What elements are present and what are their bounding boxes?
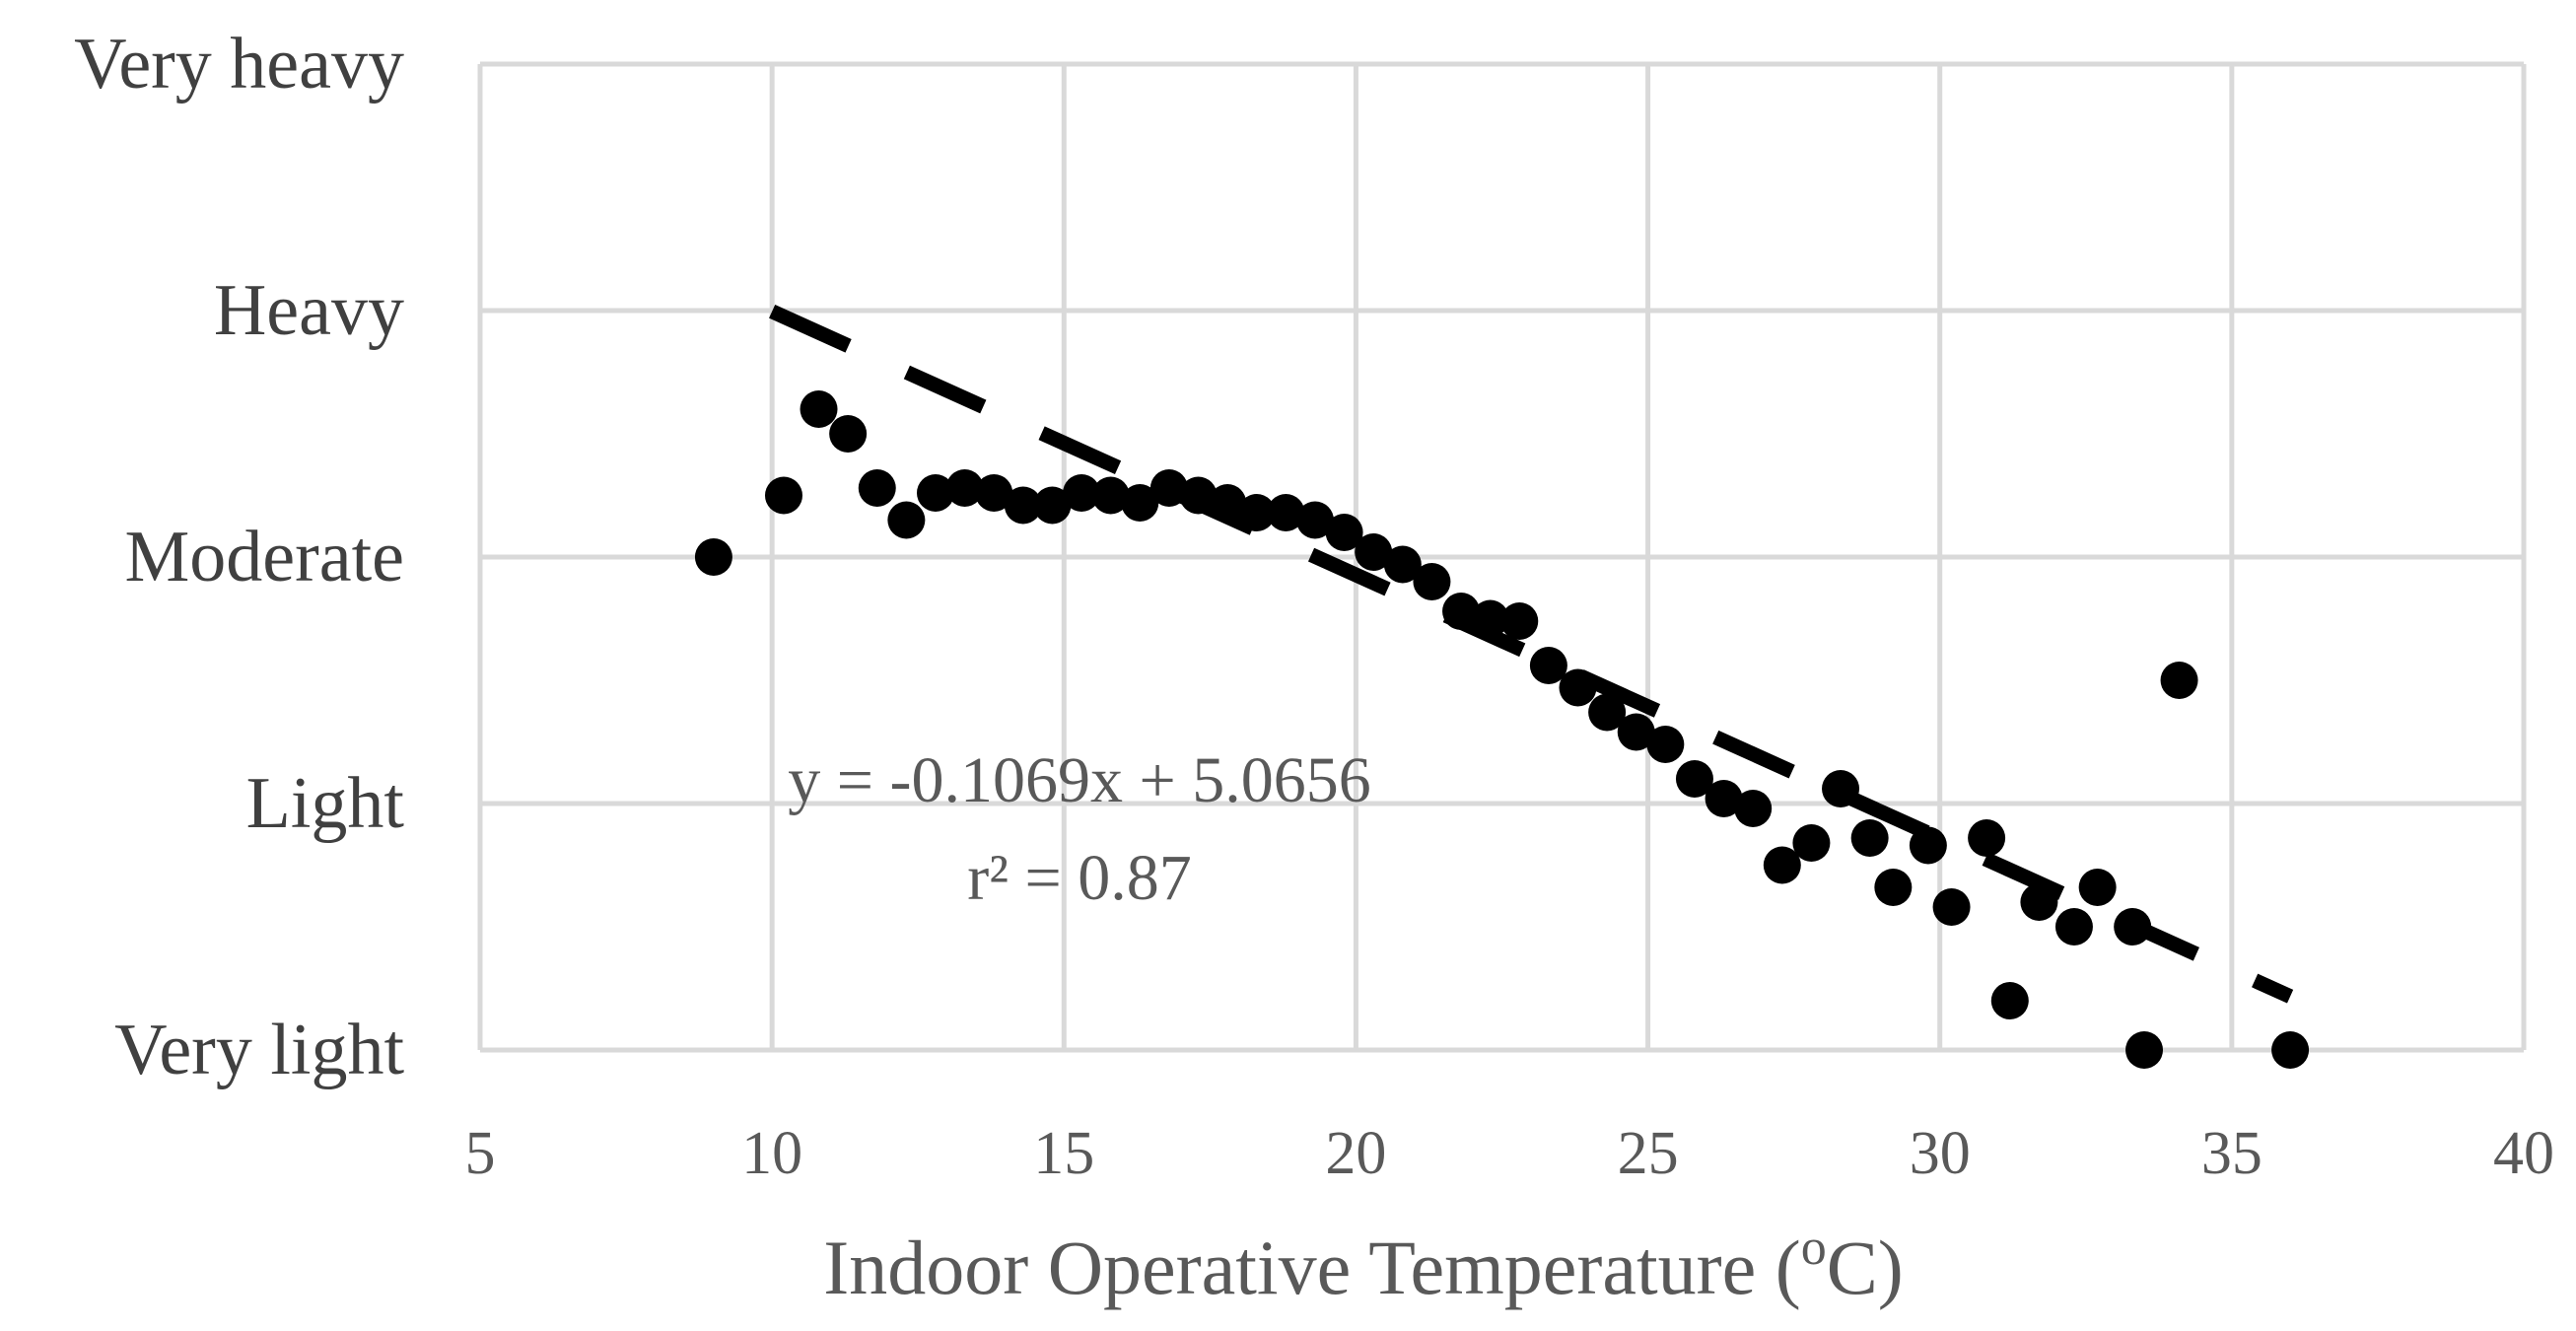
x-tick-5: 5 (465, 1120, 496, 1187)
data-point-28 (1529, 647, 1567, 684)
data-point-10 (1004, 486, 1042, 525)
x-tick-35: 35 (2201, 1120, 2263, 1187)
x-axis-title: Indoor Operative Temperature (oC) (823, 1220, 1904, 1310)
data-point-40 (1874, 869, 1913, 906)
y-label-moderate: Moderate (124, 517, 404, 597)
data-point-27 (1500, 602, 1539, 640)
data-point-35 (1734, 790, 1773, 827)
data-point-13 (1091, 476, 1130, 515)
data-point-30 (1588, 693, 1627, 732)
data-point-8 (945, 469, 984, 507)
x-tick-30: 30 (1910, 1120, 1971, 1187)
data-point-15 (1149, 469, 1188, 507)
y-label-very-heavy: Very heavy (74, 24, 404, 105)
data-point-1 (694, 538, 732, 576)
data-point-24 (1413, 563, 1451, 600)
data-point-22 (1355, 533, 1393, 571)
data-point-20 (1295, 501, 1334, 539)
x-axis-tick-labels: 5 10 15 20 25 30 35 40 (465, 1120, 2555, 1187)
data-point-16 (1179, 476, 1218, 515)
data-point-4 (829, 415, 868, 453)
data-point-38 (1822, 770, 1860, 807)
data-point-3 (800, 390, 838, 428)
x-axis-title-end: C) (1827, 1225, 1904, 1310)
x-tick-15: 15 (1033, 1120, 1094, 1187)
data-point-34 (1705, 780, 1743, 817)
data-points (694, 390, 2310, 1069)
data-point-11 (1033, 486, 1072, 525)
data-point-25 (1442, 593, 1481, 630)
data-point-12 (1063, 474, 1101, 512)
data-point-6 (887, 501, 926, 539)
data-point-42 (1932, 888, 1971, 926)
data-point-45 (2020, 883, 2058, 921)
data-point-31 (1617, 713, 1655, 751)
data-point-49 (2125, 1031, 2164, 1069)
data-point-44 (1990, 982, 2029, 1019)
data-point-51 (2271, 1031, 2310, 1069)
data-point-14 (1121, 484, 1159, 522)
data-point-48 (2114, 908, 2152, 946)
x-axis-title-superscript: o (1801, 1220, 1827, 1276)
data-point-41 (1909, 826, 1947, 865)
data-point-47 (2078, 869, 2117, 906)
x-tick-40: 40 (2493, 1120, 2554, 1187)
data-point-23 (1383, 545, 1422, 584)
data-point-37 (1792, 824, 1831, 862)
x-tick-20: 20 (1325, 1120, 1386, 1187)
data-point-2 (764, 476, 802, 515)
data-point-50 (2160, 662, 2198, 699)
y-label-light: Light (246, 763, 405, 844)
data-point-9 (975, 474, 1013, 512)
data-point-46 (2054, 908, 2093, 946)
data-point-36 (1763, 846, 1801, 884)
x-axis-title-main: Indoor Operative Temperature ( (823, 1225, 1801, 1310)
gridlines (477, 61, 2527, 1053)
data-point-18 (1237, 494, 1276, 531)
trendline (769, 305, 2294, 1004)
x-tick-10: 10 (741, 1120, 802, 1187)
data-point-29 (1559, 668, 1597, 707)
data-point-39 (1850, 819, 1889, 857)
y-label-heavy: Heavy (214, 270, 404, 351)
data-point-32 (1646, 726, 1685, 763)
trendline-r-squared: r² = 0.87 (967, 842, 1192, 914)
x-tick-25: 25 (1618, 1120, 1679, 1187)
data-point-33 (1675, 760, 1713, 798)
data-point-17 (1209, 484, 1247, 522)
data-point-7 (916, 474, 954, 512)
data-point-43 (1968, 819, 2006, 857)
y-axis-labels: Very light Light Moderate Heavy Very heavy (74, 24, 404, 1090)
trendline-dashed (769, 305, 2294, 1004)
y-label-very-light: Very light (114, 1010, 404, 1090)
data-point-26 (1471, 599, 1509, 638)
data-point-5 (858, 469, 896, 507)
data-point-21 (1325, 514, 1363, 551)
trendline-equation: y = -0.1069x + 5.0656 (788, 744, 1370, 816)
data-point-19 (1267, 494, 1305, 531)
